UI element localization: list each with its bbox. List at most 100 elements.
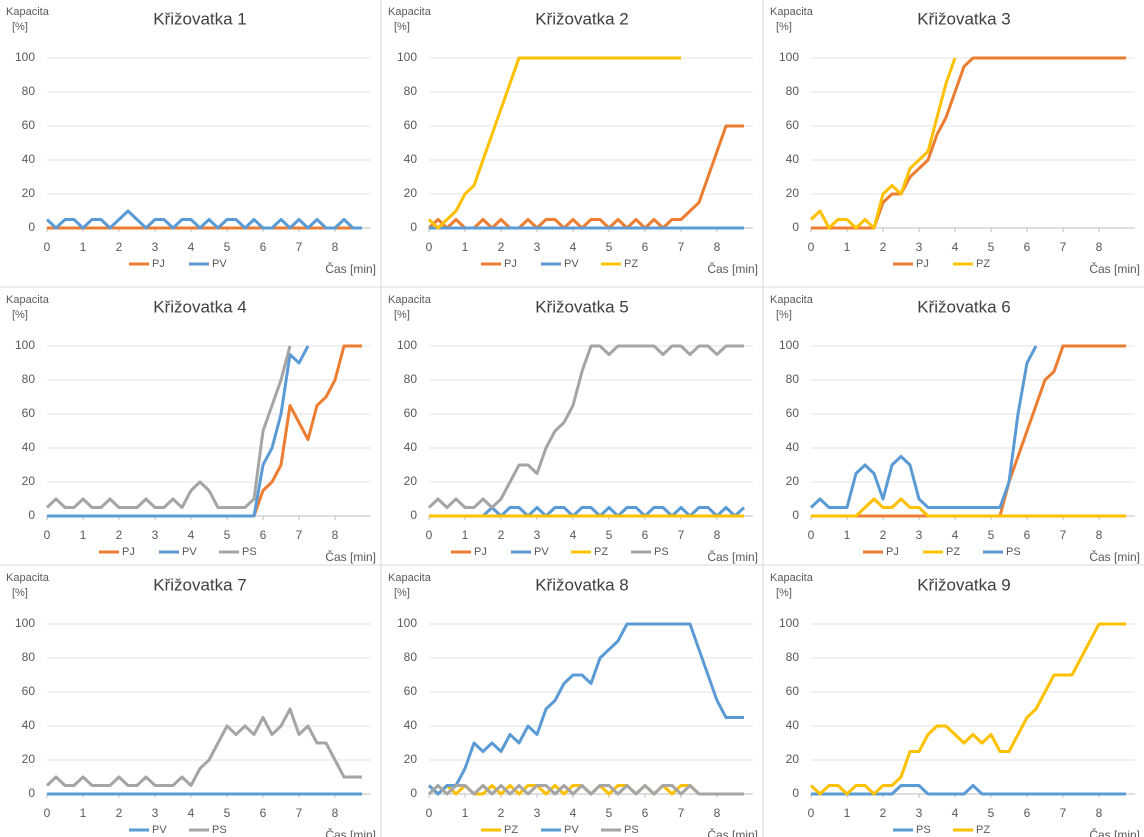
series-line — [427, 344, 744, 509]
x-tick-label: 2 — [116, 806, 123, 820]
x-tick-label: 5 — [988, 806, 995, 820]
x-axis-label: Čas [min] — [1089, 261, 1140, 276]
y-tick-label: 100 — [779, 50, 799, 64]
y-tick-label: 100 — [397, 50, 417, 64]
x-tick-label: 3 — [916, 528, 923, 542]
y-tick-label: 100 — [779, 616, 799, 630]
y-axis-label: Kapacita — [388, 6, 432, 18]
x-tick-label: 0 — [44, 240, 51, 254]
chart-panel: Křižovatka 9 Kapacita [%] 0 20 40 60 80 100 0 1 2 3 4… — [770, 572, 1140, 837]
y-tick-label: 100 — [15, 616, 35, 630]
x-tick-label: 1 — [80, 806, 87, 820]
x-tick-label: 1 — [462, 240, 469, 254]
x-tick-label: 4 — [570, 240, 577, 254]
x-tick-label: 8 — [714, 806, 721, 820]
y-tick-label: 60 — [786, 684, 800, 698]
x-tick-label: 0 — [808, 240, 815, 254]
x-tick-label: 1 — [844, 240, 851, 254]
chart-title: Křižovatka 5 — [535, 297, 629, 316]
x-tick-label: 1 — [80, 528, 87, 542]
y-axis-unit: [%] — [776, 21, 792, 33]
y-tick-label: 80 — [22, 84, 36, 98]
y-tick-label: 40 — [404, 718, 418, 732]
series-line — [45, 707, 362, 787]
x-tick-label: 8 — [332, 806, 339, 820]
y-tick-label: 60 — [22, 118, 36, 132]
y-tick-label: 0 — [28, 786, 35, 800]
x-tick-label: 4 — [188, 806, 195, 820]
x-tick-label: 4 — [952, 240, 959, 254]
y-axis-unit: [%] — [776, 587, 792, 599]
x-tick-label: 3 — [534, 528, 541, 542]
series-line — [811, 56, 1126, 230]
x-tick-label: 0 — [426, 806, 433, 820]
x-tick-label: 5 — [224, 528, 231, 542]
x-tick-label: 4 — [952, 528, 959, 542]
y-axis-unit: [%] — [12, 309, 28, 321]
y-tick-label: 40 — [786, 440, 800, 454]
y-tick-label: 20 — [786, 186, 800, 200]
y-tick-label: 0 — [792, 786, 799, 800]
legend-label: PS — [1006, 546, 1021, 558]
x-tick-label: 7 — [1060, 240, 1067, 254]
legend-label: PZ — [624, 258, 638, 270]
y-tick-label: 0 — [410, 786, 417, 800]
legend-label: PZ — [946, 546, 960, 558]
x-tick-label: 5 — [988, 528, 995, 542]
x-tick-label: 0 — [44, 806, 51, 820]
series-line — [811, 784, 1126, 796]
series-line — [427, 124, 744, 230]
x-axis-label: Čas [min] — [707, 827, 758, 837]
x-tick-label: 5 — [988, 240, 995, 254]
x-tick-label: 1 — [844, 806, 851, 820]
y-axis-unit: [%] — [394, 587, 410, 599]
y-axis-label: Kapacita — [388, 294, 432, 306]
x-tick-label: 6 — [1024, 240, 1031, 254]
x-tick-label: 4 — [570, 806, 577, 820]
x-tick-label: 2 — [498, 806, 505, 820]
x-tick-label: 0 — [808, 528, 815, 542]
legend-label: PJ — [152, 258, 165, 270]
legend-label: PV — [182, 546, 197, 558]
x-axis-label: Čas [min] — [707, 261, 758, 276]
y-axis-label: Kapacita — [770, 572, 814, 584]
x-tick-label: 6 — [1024, 528, 1031, 542]
x-tick-label: 7 — [296, 528, 303, 542]
legend-label: PS — [916, 824, 931, 836]
x-tick-label: 2 — [880, 806, 887, 820]
x-tick-label: 4 — [952, 806, 959, 820]
x-tick-label: 7 — [296, 240, 303, 254]
chart-title: Křižovatka 4 — [153, 297, 247, 316]
y-tick-label: 60 — [22, 406, 36, 420]
y-tick-label: 100 — [397, 338, 417, 352]
y-tick-label: 0 — [28, 220, 35, 234]
x-tick-label: 5 — [606, 528, 613, 542]
x-tick-label: 7 — [1060, 806, 1067, 820]
y-tick-label: 80 — [404, 372, 418, 386]
x-tick-label: 0 — [808, 806, 815, 820]
x-tick-label: 6 — [260, 806, 267, 820]
chart-title: Křižovatka 2 — [535, 9, 629, 28]
x-axis-label: Čas [min] — [325, 261, 376, 276]
chart-title: Křižovatka 7 — [153, 575, 247, 594]
x-tick-label: 2 — [116, 528, 123, 542]
x-tick-label: 3 — [534, 240, 541, 254]
legend-label: PZ — [504, 824, 518, 836]
x-tick-label: 0 — [426, 240, 433, 254]
x-tick-label: 1 — [462, 806, 469, 820]
chart-title: Křižovatka 9 — [917, 575, 1011, 594]
chart-title: Křižovatka 6 — [917, 297, 1011, 316]
chart-title: Křižovatka 1 — [153, 9, 247, 28]
y-tick-label: 100 — [779, 338, 799, 352]
y-tick-label: 60 — [404, 118, 418, 132]
y-tick-label: 0 — [792, 220, 799, 234]
y-axis-unit: [%] — [776, 309, 792, 321]
x-tick-label: 0 — [44, 528, 51, 542]
y-tick-label: 40 — [786, 152, 800, 166]
y-tick-label: 20 — [786, 474, 800, 488]
y-tick-label: 40 — [786, 718, 800, 732]
y-tick-label: 40 — [404, 152, 418, 166]
y-tick-label: 20 — [786, 752, 800, 766]
